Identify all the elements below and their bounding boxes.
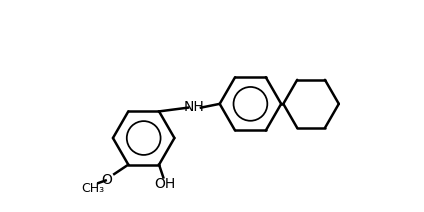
Text: CH₃: CH₃: [81, 182, 104, 195]
Text: OH: OH: [154, 177, 175, 191]
Text: O: O: [101, 173, 112, 187]
Text: NH: NH: [183, 100, 204, 114]
